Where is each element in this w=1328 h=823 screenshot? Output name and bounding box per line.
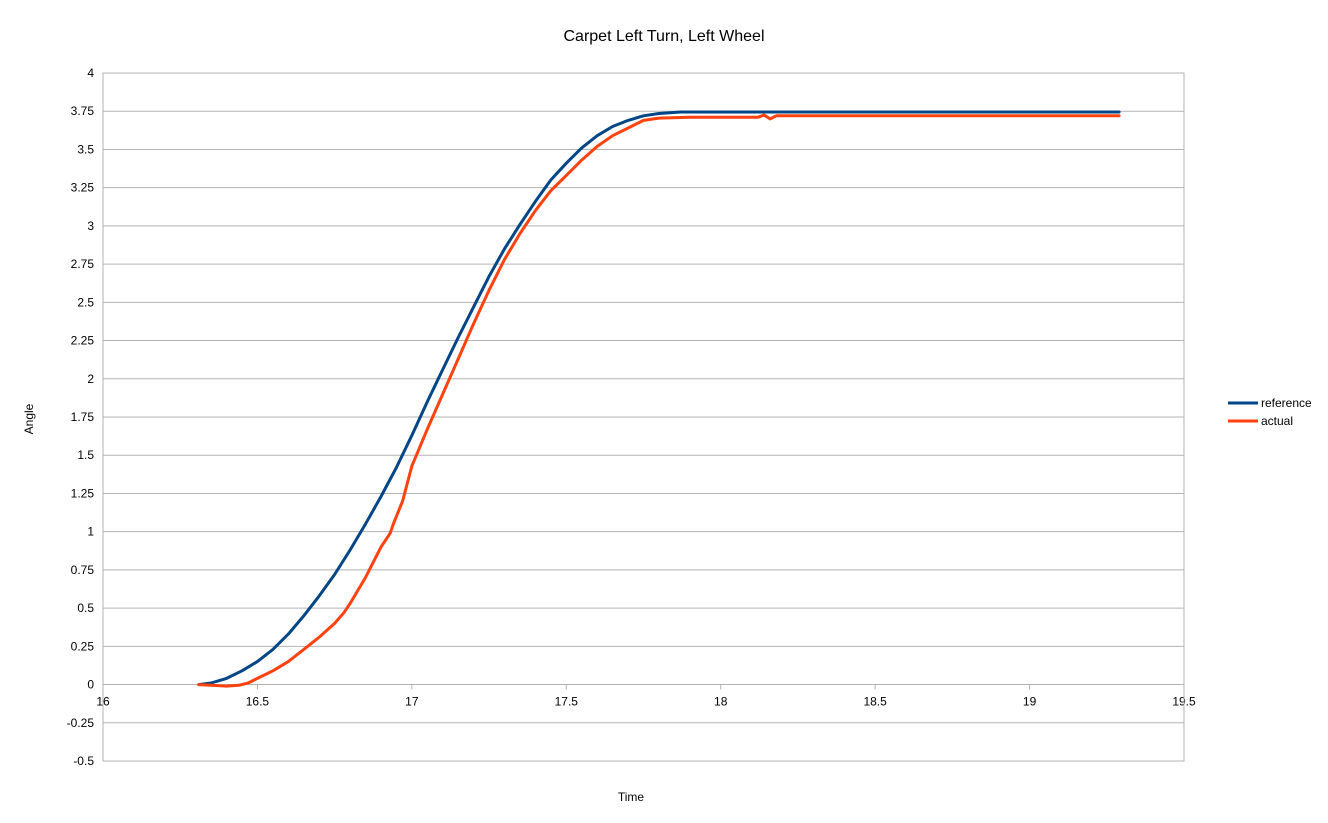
series-line-reference <box>197 110 1121 687</box>
y-tick-label: 1.75 <box>71 410 95 424</box>
y-tick-label: 3 <box>87 219 94 233</box>
y-tick-label: 1.25 <box>71 486 95 500</box>
series <box>197 110 1121 688</box>
legend-label-actual: actual <box>1261 414 1293 428</box>
y-tick-label: 2.25 <box>71 334 95 348</box>
plot-frame <box>102 72 1185 762</box>
x-tick-label: 16.5 <box>246 695 270 709</box>
y-tick-label: 2 <box>87 372 94 386</box>
x-tick-labels: 16 16.5 17 17.5 18 18.5 19 19.5 <box>96 684 1196 709</box>
x-tick-label: 18.5 <box>863 695 887 709</box>
y-tick-label: -0.25 <box>67 716 95 730</box>
series-line-actual <box>197 113 1121 688</box>
y-tick-label: 0.75 <box>71 563 95 577</box>
chart-title: Carpet Left Turn, Left Wheel <box>564 28 765 45</box>
y-tick-label: 0.5 <box>77 601 94 615</box>
legend: reference actual <box>1228 396 1312 428</box>
x-tick-label: 17.5 <box>555 695 579 709</box>
y-tick-label: 0 <box>87 678 94 692</box>
x-tick-label: 18 <box>714 695 728 709</box>
y-tick-label: 3.5 <box>77 142 94 156</box>
y-tick-label: 2.5 <box>77 295 94 309</box>
y-tick-label: 2.75 <box>71 257 95 271</box>
legend-label-reference: reference <box>1261 396 1312 410</box>
y-tick-label: 1.5 <box>77 448 94 462</box>
y-tick-label: 0.25 <box>71 639 95 653</box>
y-tick-label: -0.5 <box>73 754 94 768</box>
y-tick-label: 1 <box>87 525 94 539</box>
x-tick-label: 19 <box>1023 695 1037 709</box>
x-tick-label: 17 <box>405 695 419 709</box>
y-tick-labels: 4 3.75 3.5 3.25 3 2.75 2.5 2.25 2 1.75 1.5 1.25 1 0.7… <box>67 66 95 768</box>
y-tick-label: 3.75 <box>71 104 95 118</box>
grid <box>103 72 1184 762</box>
x-axis-label: Time <box>618 790 645 804</box>
y-axis-label: Angle <box>22 403 36 434</box>
y-tick-label: 4 <box>87 66 94 80</box>
y-tick-label: 3.25 <box>71 181 95 195</box>
